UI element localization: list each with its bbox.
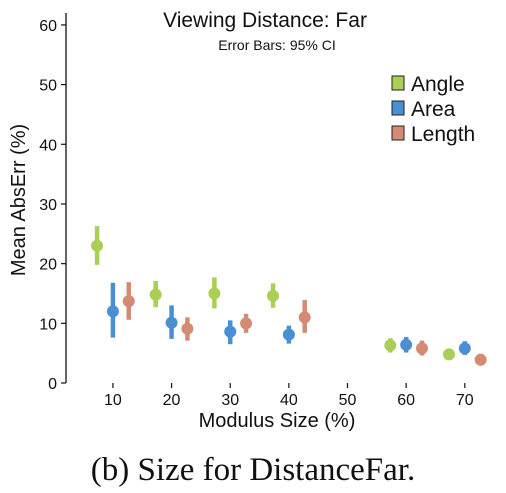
x-tick-label: 70 [456,392,474,409]
x-tick-label: 30 [221,392,239,409]
chart-marks [91,226,487,366]
data-point-angle [149,288,162,301]
data-point-area [400,338,413,351]
data-point-angle [91,239,104,252]
x-tick-label: 20 [163,392,181,409]
data-point-angle [384,339,397,352]
chart-subtitle: Error Bars: 95% CI [218,37,335,53]
data-point-area [224,325,237,338]
y-tick-label: 40 [39,137,57,154]
legend-swatch-angle [391,75,405,91]
x-tick-label: 40 [280,392,298,409]
y-tick-label: 50 [39,78,57,95]
data-point-length [415,342,428,355]
x-tick-label: 10 [104,392,122,409]
legend-label-angle: Angle [411,73,465,96]
x-axis-label: Modulus Size (%) [199,410,356,432]
data-point-length [240,317,253,330]
y-axis-label: Mean AbsErr (%) [8,124,30,276]
legend-swatch-area [391,100,405,116]
data-point-angle [208,287,221,300]
y-tick-label: 0 [48,376,57,393]
y-tick-label: 30 [39,197,57,214]
data-point-length [181,322,194,335]
y-tick-label: 10 [39,316,57,333]
data-point-area [458,342,471,355]
figure-caption: (b) Size for DistanceFar. [90,452,416,488]
data-point-area [165,316,178,329]
data-point-angle [442,348,455,361]
legend-label-length: Length [411,123,475,146]
legend-swatch-length [391,125,405,141]
data-point-area [282,328,295,341]
axes: 0 10 20 30 40 50 60 10 20 30 40 50 60 70 [39,13,474,409]
x-tick-label: 50 [339,392,357,409]
legend-label-area: Area [411,98,456,121]
chart: 0 10 20 30 40 50 60 10 20 30 40 50 60 70 Viewing Dist… [8,9,487,432]
y-tick-label: 20 [39,257,57,274]
data-point-angle [267,289,280,302]
data-point-area [106,305,119,318]
y-tick-label: 60 [39,18,57,35]
chart-title: Viewing Distance: Far [163,9,367,32]
data-point-length [298,311,311,324]
data-point-length [474,353,487,366]
data-point-length [122,295,135,308]
x-tick-label: 60 [397,392,415,409]
